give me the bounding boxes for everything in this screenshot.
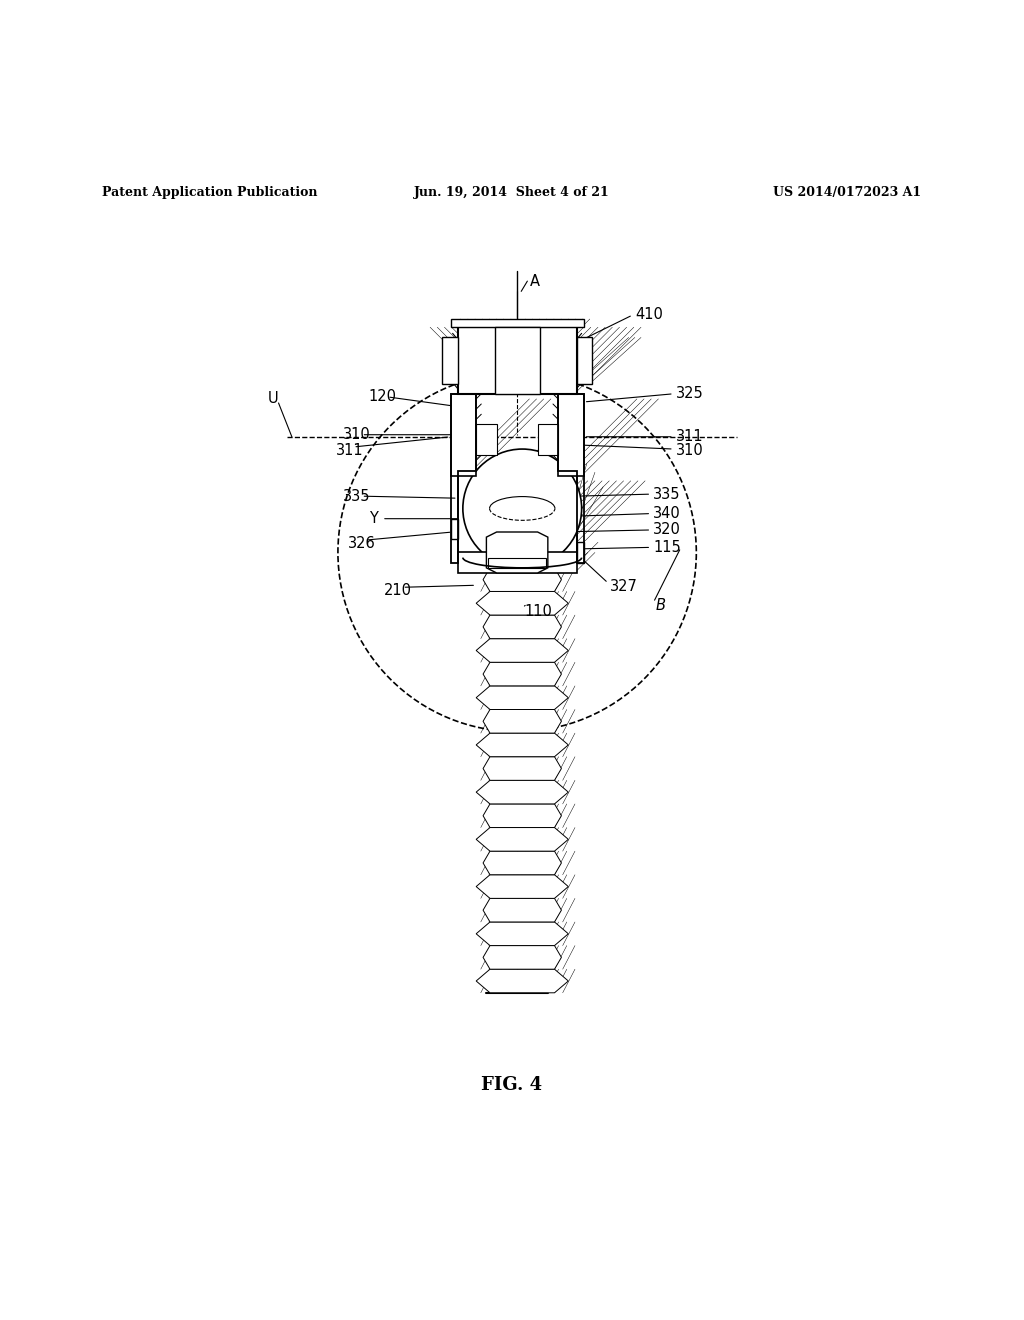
Polygon shape xyxy=(483,756,561,780)
Text: Y: Y xyxy=(369,511,378,527)
Text: B: B xyxy=(655,598,666,614)
Text: 310: 310 xyxy=(343,428,371,442)
Polygon shape xyxy=(458,553,577,573)
Text: 311: 311 xyxy=(676,429,703,445)
Circle shape xyxy=(463,449,582,568)
Text: 327: 327 xyxy=(610,578,638,594)
Polygon shape xyxy=(495,327,540,393)
Polygon shape xyxy=(476,733,568,756)
Polygon shape xyxy=(483,804,561,828)
Polygon shape xyxy=(483,945,561,969)
Polygon shape xyxy=(483,615,561,639)
Polygon shape xyxy=(483,899,561,921)
Polygon shape xyxy=(476,921,568,945)
Text: Patent Application Publication: Patent Application Publication xyxy=(102,186,317,199)
Text: 326: 326 xyxy=(348,536,376,550)
Polygon shape xyxy=(458,470,577,557)
Polygon shape xyxy=(483,709,561,733)
Text: 340: 340 xyxy=(653,506,681,521)
Text: U: U xyxy=(268,391,279,407)
Text: 325: 325 xyxy=(676,387,703,401)
Text: 210: 210 xyxy=(384,583,412,598)
Text: 335: 335 xyxy=(653,487,681,502)
Text: A: A xyxy=(529,273,540,289)
Text: 311: 311 xyxy=(336,442,364,458)
Polygon shape xyxy=(538,425,558,455)
Polygon shape xyxy=(476,969,568,993)
Polygon shape xyxy=(483,663,561,686)
Text: 335: 335 xyxy=(343,488,371,504)
Polygon shape xyxy=(458,327,577,393)
Text: 115: 115 xyxy=(653,540,681,554)
Polygon shape xyxy=(476,639,568,663)
Text: 320: 320 xyxy=(653,523,681,537)
Text: FIG. 4: FIG. 4 xyxy=(481,1076,543,1094)
Polygon shape xyxy=(577,338,592,384)
Polygon shape xyxy=(476,828,568,851)
Text: 310: 310 xyxy=(676,442,703,458)
Text: 110: 110 xyxy=(524,605,552,619)
Polygon shape xyxy=(483,851,561,875)
Polygon shape xyxy=(476,686,568,709)
Text: Jun. 19, 2014  Sheet 4 of 21: Jun. 19, 2014 Sheet 4 of 21 xyxy=(414,186,610,199)
Polygon shape xyxy=(483,568,561,591)
Polygon shape xyxy=(486,532,548,573)
Polygon shape xyxy=(451,519,458,539)
Polygon shape xyxy=(488,557,546,568)
Polygon shape xyxy=(442,338,458,384)
Polygon shape xyxy=(476,591,568,615)
Text: US 2014/0172023 A1: US 2014/0172023 A1 xyxy=(773,186,922,199)
Polygon shape xyxy=(476,780,568,804)
Polygon shape xyxy=(451,393,476,475)
Polygon shape xyxy=(476,875,568,899)
Text: 120: 120 xyxy=(369,389,396,404)
Polygon shape xyxy=(558,393,584,475)
Text: 410: 410 xyxy=(635,308,663,322)
Polygon shape xyxy=(451,319,584,327)
Polygon shape xyxy=(476,425,497,455)
Polygon shape xyxy=(577,543,584,562)
